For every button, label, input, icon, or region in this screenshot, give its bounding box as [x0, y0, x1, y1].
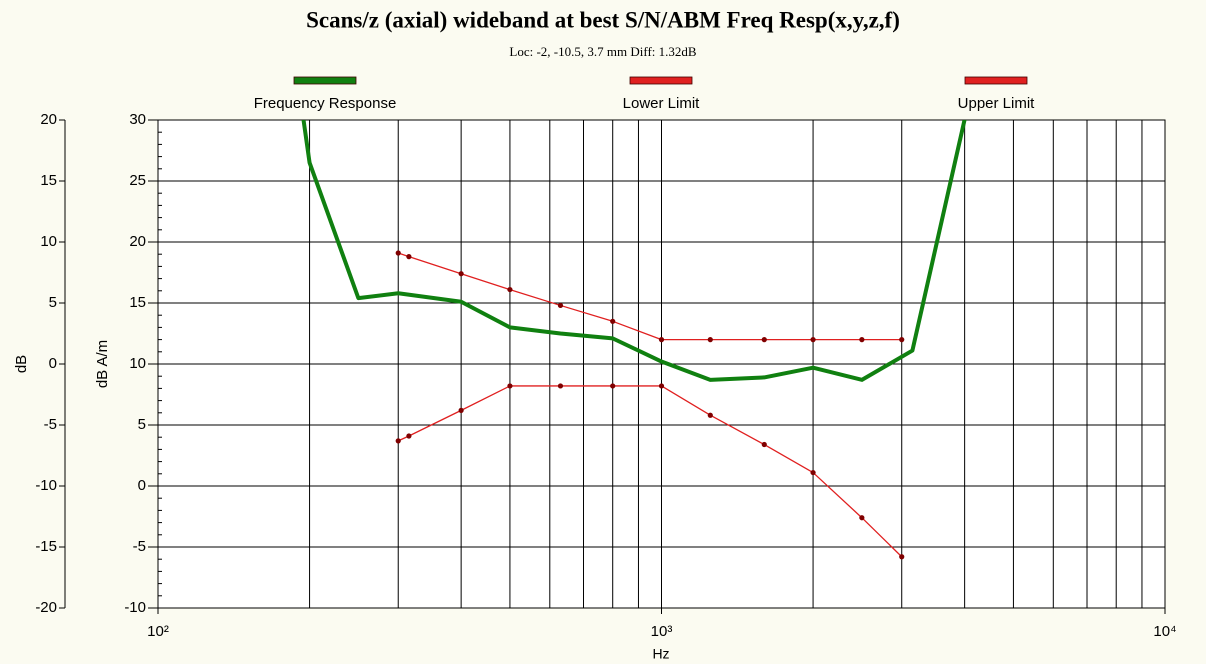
chart-title: Scans/z (axial) wideband at best S/N/ABM…	[306, 7, 900, 32]
series-point	[859, 515, 865, 521]
plot-series	[301, 120, 967, 560]
series-point	[458, 271, 464, 277]
series-point	[557, 302, 564, 309]
y2-tick-label: 20	[40, 111, 57, 128]
y-tick-label: 25	[129, 172, 146, 189]
y2-tick-label: -10	[35, 477, 57, 494]
series-point	[395, 250, 401, 256]
y2-tick-label: -20	[35, 599, 57, 616]
y2-tick-label: -5	[44, 416, 57, 433]
legend-label: Frequency Response	[254, 95, 397, 112]
y2-tick-label: -15	[35, 538, 57, 555]
y-tick-label: 20	[129, 233, 146, 250]
x-tick-label: 10³	[651, 623, 673, 640]
series-line	[397, 385, 903, 558]
series-point	[610, 318, 616, 324]
series-point	[761, 337, 767, 343]
series-point	[507, 286, 513, 293]
series-point	[406, 433, 412, 439]
chart-subtitle: Loc: -2, -10.5, 3.7 mm Diff: 1.32dB	[509, 44, 696, 59]
y2-tick-label: 0	[49, 355, 57, 372]
series-point	[859, 337, 865, 343]
y-tick-label: 10	[129, 355, 146, 372]
series-line	[398, 252, 902, 341]
series-point	[507, 383, 513, 389]
series-point	[610, 383, 616, 389]
x-axis-label: Hz	[652, 646, 669, 662]
series-line	[301, 120, 967, 382]
legend-label: Lower Limit	[623, 95, 701, 112]
y-tick-label: 0	[138, 477, 146, 494]
series-point	[458, 407, 464, 413]
y2-tick-label: 15	[40, 172, 57, 189]
y2-axis-label: dB	[13, 355, 30, 373]
legend-swatch	[964, 76, 1028, 85]
series-point	[406, 254, 412, 260]
y-tick-label: 5	[138, 416, 146, 433]
series-point	[707, 337, 713, 343]
series-point	[658, 337, 665, 343]
series-point	[810, 337, 816, 343]
x-tick-label: 10²	[147, 623, 169, 640]
y-tick-label: 30	[129, 111, 146, 128]
legend-label: Upper Limit	[958, 95, 1036, 112]
y2-tick-label: 5	[49, 294, 57, 311]
series-point	[761, 441, 767, 448]
y-tick-label: -5	[133, 538, 146, 555]
legend-swatch	[293, 76, 357, 85]
y-axis-label: dB A/m	[94, 340, 111, 388]
series-point	[557, 383, 564, 389]
plot-frame	[157, 119, 1166, 609]
series-point	[899, 337, 905, 343]
y-tick-label: -10	[124, 599, 146, 616]
y2-tick-label: 10	[40, 233, 57, 250]
series-point	[395, 438, 401, 444]
series-point	[707, 412, 713, 418]
series-point	[658, 383, 665, 389]
x-tick-label: 10⁴	[1153, 623, 1176, 640]
series-point	[899, 554, 905, 560]
y-tick-label: 15	[129, 294, 146, 311]
legend-swatch	[629, 76, 693, 85]
series-point	[810, 469, 816, 476]
